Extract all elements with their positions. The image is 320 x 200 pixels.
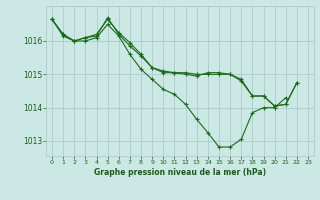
X-axis label: Graphe pression niveau de la mer (hPa): Graphe pression niveau de la mer (hPa) <box>94 168 266 177</box>
